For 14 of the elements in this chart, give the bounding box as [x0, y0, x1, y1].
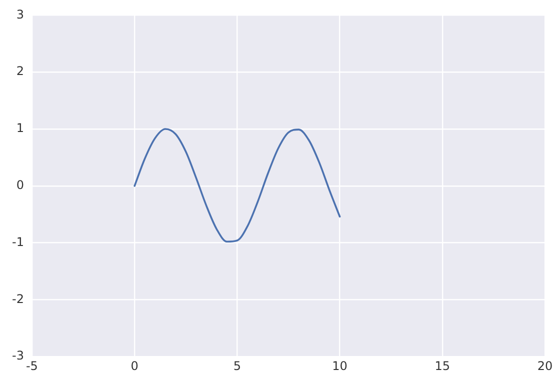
x-tick-label: 15	[434, 358, 450, 373]
y-tick-label: -1	[12, 234, 24, 249]
y-tick-label: 0	[16, 178, 24, 192]
y-tick-label: -2	[12, 292, 24, 306]
x-tick-label: 5	[233, 358, 241, 373]
x-tick-label: 10	[332, 358, 348, 373]
y-tick-label: 3	[16, 7, 24, 22]
line-series	[134, 128, 341, 243]
y-tick-label: -3	[12, 348, 24, 363]
y-tick-label: 1	[16, 121, 24, 136]
y-tick-label: 2	[16, 64, 24, 78]
x-tick-label: 20	[537, 358, 553, 373]
x-tick-label: -5	[26, 358, 38, 373]
x-tick-label: 0	[130, 358, 138, 373]
